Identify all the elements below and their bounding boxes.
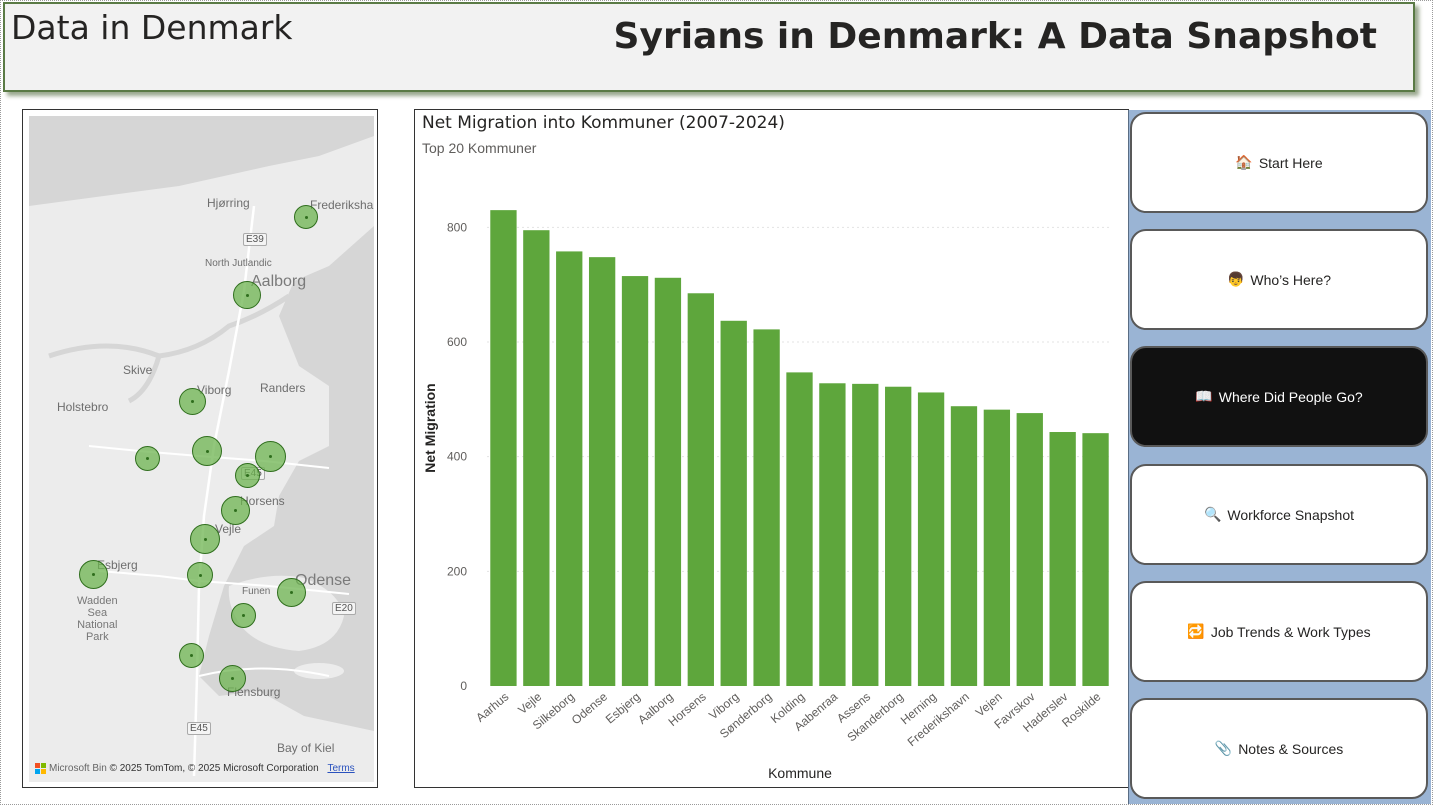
bar[interactable] (819, 383, 846, 686)
bar[interactable] (950, 406, 978, 686)
map-bubble-assens[interactable] (231, 603, 256, 628)
map-bubble-viborg[interactable] (179, 388, 206, 415)
map-attribution: Microsoft Bin © 2025 TomTom, © 2025 Micr… (35, 762, 355, 774)
map-bubble-frederikshavn[interactable] (294, 205, 318, 229)
bar-chart-visual[interactable]: Net Migration into Kommuner (2007-2024) … (414, 109, 1129, 788)
map-label-viborg: Viborg (197, 383, 232, 397)
map-bubble-aabenraa[interactable] (179, 643, 204, 668)
bar[interactable] (523, 230, 550, 686)
bar[interactable] (753, 329, 780, 686)
bar[interactable] (852, 383, 879, 686)
map-road-e45-south: E45 (187, 722, 211, 735)
map-bubble-horsens[interactable] (221, 496, 250, 525)
y-tick-label: 400 (447, 450, 467, 464)
nav-button-whos-here[interactable]: 👦 Who’s Here? (1130, 229, 1428, 330)
bar[interactable] (556, 251, 583, 686)
bar[interactable] (687, 293, 714, 686)
map-bubble-kolding[interactable] (187, 562, 213, 588)
nav-button-label: Start Here (1258, 154, 1323, 171)
person-icon: 👦 (1226, 271, 1245, 287)
bar[interactable] (490, 210, 517, 686)
map-terms-link[interactable]: Terms (327, 763, 355, 774)
map-label-wadden-sea: Wadden Sea National Park (77, 595, 118, 643)
open-book-icon: 📖 (1195, 388, 1213, 404)
x-tick-label: Odense (569, 689, 610, 727)
map-attribution-brand: Microsoft Bin (49, 763, 107, 774)
bar[interactable] (885, 386, 912, 686)
map-bubble-sonderborg[interactable] (219, 665, 246, 692)
x-tick-label: Horsens (666, 690, 709, 729)
paperclip-icon: 📎 (1214, 740, 1233, 756)
map-label-holstebro: Holstebro (57, 400, 109, 414)
map-label-vejle: Vejle (215, 522, 242, 536)
nav-button-workforce-snapshot[interactable]: 🔍 Workforce Snapshot (1130, 464, 1428, 565)
chart-subtitle: Top 20 Kommuner (422, 140, 537, 156)
map-label-funen: Funen (242, 586, 271, 597)
x-tick-label: Aarhus (473, 690, 511, 725)
bar[interactable] (1049, 432, 1076, 686)
bar[interactable] (1016, 413, 1043, 686)
map-bubble-odense[interactable] (277, 578, 306, 607)
map-bubble-silkeborg[interactable] (192, 436, 222, 466)
map-label-aalborg: Aalborg (251, 273, 307, 290)
chart-title: Net Migration into Kommuner (2007-2024) (422, 113, 785, 133)
map-label-randers: Randers (260, 381, 306, 395)
y-axis-title: Net Migration (422, 383, 438, 472)
bar[interactable] (983, 409, 1011, 686)
nav-button-job-trends[interactable]: 🔁 Job Trends & Work Types (1130, 581, 1428, 682)
nav-button-notes-sources[interactable]: 📎 Notes & Sources (1130, 698, 1428, 799)
brand-title: Data in Denmark (11, 8, 293, 47)
map-attribution-text: © 2025 TomTom, © 2025 Microsoft Corporat… (109, 763, 319, 774)
microsoft-logo-icon (35, 762, 46, 774)
house-icon: 🏠 (1235, 154, 1253, 170)
map-bubble-skanderborg[interactable] (235, 463, 260, 488)
header-banner: Data in Denmark Syrians in Denmark: A Da… (3, 2, 1415, 92)
x-axis-title: Kommune (768, 765, 832, 781)
map-label-hjorring: Hjørring (207, 196, 250, 210)
nav-button-label: Notes & Sources (1238, 740, 1344, 757)
nav-button-label: Workforce Snapshot (1227, 506, 1355, 523)
y-tick-label: 200 (447, 564, 467, 578)
map-bubble-herning[interactable] (135, 446, 160, 471)
nav-panel: 🏠 Start Here 👦 Who’s Here? 📖 Where Did P… (1128, 110, 1431, 804)
magnifier-icon: 🔍 (1203, 506, 1222, 522)
bar[interactable] (786, 372, 813, 686)
map-visual[interactable]: Hjørring Frederiksha E39 North Jutlandic… (22, 109, 378, 788)
repeat-icon: 🔁 (1187, 623, 1205, 639)
map-bubble-esbjerg[interactable] (79, 560, 108, 589)
bar[interactable] (588, 257, 616, 686)
nav-button-start-here[interactable]: 🏠 Start Here (1130, 112, 1428, 213)
map-canvas[interactable]: Hjørring Frederiksha E39 North Jutlandic… (29, 116, 374, 782)
bar[interactable] (621, 276, 649, 686)
map-label-bay-of-kiel: Bay of Kiel (277, 741, 335, 755)
nav-button-label: Who’s Here? (1250, 271, 1332, 288)
map-label-horsens: Horsens (240, 494, 285, 508)
map-label-odense: Odense (295, 572, 352, 589)
nav-button-where-did-people-go[interactable]: 📖 Where Did People Go? (1130, 346, 1428, 447)
map-label-esbjerg: Esbjerg (97, 558, 138, 572)
map-bubble-vejle[interactable] (190, 524, 220, 554)
bar[interactable] (1082, 433, 1109, 686)
nav-button-label: Where Did People Go? (1218, 388, 1363, 405)
nav-button-label: Job Trends & Work Types (1210, 623, 1371, 640)
page-title: Syrians in Denmark: A Data Snapshot (613, 16, 1377, 57)
bar[interactable] (917, 392, 945, 686)
map-label-skive: Skive (123, 363, 153, 377)
bar[interactable] (654, 277, 682, 686)
y-tick-label: 800 (447, 220, 467, 234)
y-tick-label: 600 (447, 335, 467, 349)
map-label-frederikshavn: Frederiksha (310, 198, 374, 212)
y-tick-label: 0 (460, 679, 467, 693)
x-tick-label: Esbjerg (603, 690, 643, 727)
map-road-e39: E39 (243, 233, 267, 246)
map-bubble-aarhus[interactable] (255, 441, 286, 472)
map-label-north-jutlandic: North Jutlandic (205, 258, 272, 269)
map-road-e20: E20 (332, 602, 356, 615)
bar[interactable] (720, 320, 747, 686)
map-bubble-aalborg[interactable] (233, 281, 261, 309)
